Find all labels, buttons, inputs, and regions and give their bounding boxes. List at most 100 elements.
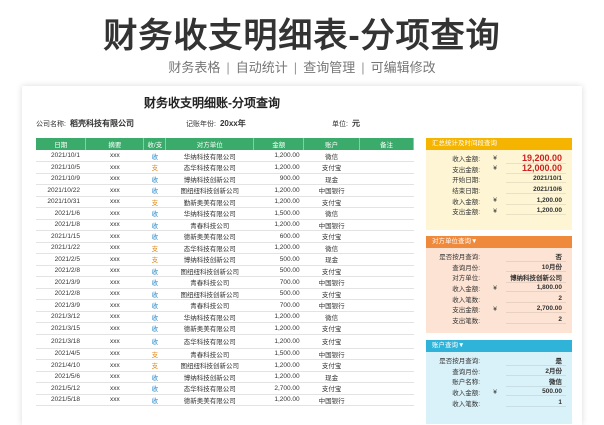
cell-direction[interactable]: 支 [143,161,166,174]
cell-counterparty[interactable]: 华纳科技有限公司 [165,207,254,220]
counterparty-row-value[interactable]: 2,700.00 [506,305,566,314]
table-row[interactable]: 2021/5/18 xxx 收德新奥美有限公司 1,200.00 中国银行 [36,394,414,406]
cell-amount[interactable]: 1,200.00 [253,394,304,406]
summary-row-value[interactable]: 1,200.00 [506,197,566,205]
cell-account[interactable]: 支付宝 [303,334,360,349]
cell-amount[interactable]: 1,200.00 [253,359,304,372]
cell-summary[interactable]: xxx [85,230,144,243]
col-note[interactable]: 备注 [359,138,414,150]
cell-account[interactable]: 中国银行 [303,219,360,231]
cell-account[interactable]: 微信 [303,150,360,162]
cell-summary[interactable]: xxx [85,150,144,162]
counterparty-row-value[interactable]: 1,800.00 [506,284,566,293]
cell-date[interactable]: 2021/2/5 [36,253,86,266]
cell-counterparty[interactable]: 华纳科技有限公司 [165,311,254,323]
cell-account[interactable]: 微信 [303,207,360,220]
cell-summary[interactable]: xxx [85,299,144,312]
cell-note[interactable] [359,219,414,231]
table-row[interactable]: 2021/10/9 xxx 收博纳科技创新公司 900.00 现金 [36,173,414,185]
cell-direction[interactable]: 收 [143,265,166,277]
cell-counterparty[interactable]: 博纳科技创新公司 [165,173,254,185]
cell-counterparty[interactable]: 青春科技公司 [165,299,254,312]
cell-summary[interactable]: xxx [85,242,144,254]
cell-amount[interactable]: 1,200.00 [253,334,304,349]
table-row[interactable]: 2021/1/8 xxx 收青春科技公司 1,200.00 中国银行 [36,219,414,231]
cell-summary[interactable]: xxx [85,334,144,349]
cell-amount[interactable]: 1,200.00 [253,242,304,254]
cell-direction[interactable]: 收 [143,311,166,323]
table-row[interactable]: 2021/10/5 xxx 支态华科技有限公司 1,200.00 支付宝 [36,161,414,174]
cell-account[interactable]: 支付宝 [303,196,360,208]
cell-summary[interactable]: xxx [85,265,144,277]
cell-note[interactable] [359,207,414,220]
cell-date[interactable]: 2021/3/15 [36,322,86,335]
account-row-value[interactable]: 2月份 [506,365,566,377]
cell-direction[interactable]: 支 [143,196,166,208]
cell-direction[interactable]: 支 [143,359,166,372]
cell-amount[interactable]: 500.00 [253,288,304,300]
cell-account[interactable]: 现金 [303,253,360,266]
cell-account[interactable]: 支付宝 [303,322,360,335]
table-row[interactable]: 2021/4/5 xxx 支青春科技公司 1,500.00 中国银行 [36,348,414,360]
cell-direction[interactable]: 支 [143,242,166,254]
cell-date[interactable]: 2021/10/31 [36,196,86,208]
cell-counterparty[interactable]: 博纳科技创新公司 [165,371,254,383]
counterparty-row-value[interactable]: 2 [506,316,566,324]
table-row[interactable]: 2021/3/9 xxx 收青春科技公司 700.00 中国银行 [36,299,414,312]
table-row[interactable]: 2021/2/8 xxx 收图纽纽科技创新公司 500.00 支付宝 [36,265,414,277]
account-row-value[interactable]: 是 [506,355,566,366]
table-row[interactable]: 2021/2/5 xxx 支博纳科技创新公司 500.00 现金 [36,253,414,266]
cell-counterparty[interactable]: 华纳科技有限公司 [165,150,254,162]
account-row-value[interactable]: 1 [506,399,566,407]
cell-amount[interactable]: 500.00 [253,265,304,277]
cell-direction[interactable]: 收 [143,207,166,220]
cell-counterparty[interactable]: 图纽纽科技创新公司 [165,359,254,372]
cell-account[interactable]: 微信 [303,242,360,254]
counterparty-row-value[interactable]: 10月份 [506,261,566,273]
cell-amount[interactable]: 700.00 [253,299,304,312]
cell-account[interactable]: 支付宝 [303,288,360,300]
col-summary[interactable]: 摘要 [85,138,145,150]
cell-summary[interactable]: xxx [85,253,144,266]
summary-row-value[interactable]: 12,000.00 [506,163,566,175]
cell-amount[interactable]: 1,200.00 [253,196,304,208]
cell-direction[interactable]: 收 [143,382,166,395]
cell-summary[interactable]: xxx [85,382,144,395]
cell-direction[interactable]: 支 [143,348,166,360]
summary-row-value[interactable]: 19,200.00 [506,153,566,164]
cell-amount[interactable]: 1,200.00 [253,150,304,162]
cell-note[interactable] [359,276,414,289]
cell-date[interactable]: 2021/5/12 [36,382,86,395]
cell-summary[interactable]: xxx [85,161,144,174]
cell-date[interactable]: 2021/5/18 [36,394,86,406]
cell-counterparty[interactable]: 博纳科技创新公司 [165,253,254,266]
cell-direction[interactable]: 收 [143,322,166,335]
cell-direction[interactable]: 支 [143,253,166,266]
cell-date[interactable]: 2021/2/8 [36,265,86,277]
cell-summary[interactable]: xxx [85,394,144,406]
cell-amount[interactable]: 600.00 [253,230,304,243]
cell-summary[interactable]: xxx [85,196,144,208]
table-row[interactable]: 2021/10/22 xxx 收图纽纽科技创新公司 1,200.00 中国银行 [36,184,414,197]
cell-date[interactable]: 2021/5/6 [36,371,86,383]
cell-counterparty[interactable]: 图纽纽科技创新公司 [165,265,254,277]
counterparty-panel-title[interactable]: 对方单位查询▼ [426,236,572,248]
cell-amount[interactable]: 1,200.00 [253,311,304,323]
cell-account[interactable]: 支付宝 [303,382,360,395]
table-row[interactable]: 2021/1/6 xxx 收华纳科技有限公司 1,500.00 微信 [36,207,414,220]
table-row[interactable]: 2021/1/15 xxx 收德新奥美有限公司 600.00 支付宝 [36,230,414,243]
col-account[interactable]: 账户 [303,138,361,150]
company-name[interactable]: 稻壳科技有限公司 [69,119,134,128]
cell-note[interactable] [359,322,414,335]
cell-counterparty[interactable]: 图纽纽科技创新公司 [165,184,254,197]
cell-summary[interactable]: xxx [85,359,144,372]
cell-date[interactable]: 2021/3/9 [36,299,86,312]
cell-counterparty[interactable]: 态华科技有限公司 [165,242,254,254]
cell-account[interactable]: 中国银行 [303,276,360,289]
cell-date[interactable]: 2021/10/22 [36,184,86,197]
cell-counterparty[interactable]: 勤新奥美有限公司 [165,196,254,208]
cell-amount[interactable]: 1,200.00 [253,322,304,335]
cell-counterparty[interactable]: 青春科技公司 [165,348,254,360]
cell-date[interactable]: 2021/10/5 [36,161,86,174]
table-row[interactable]: 2021/3/12 xxx 收华纳科技有限公司 1,200.00 微信 [36,311,414,323]
